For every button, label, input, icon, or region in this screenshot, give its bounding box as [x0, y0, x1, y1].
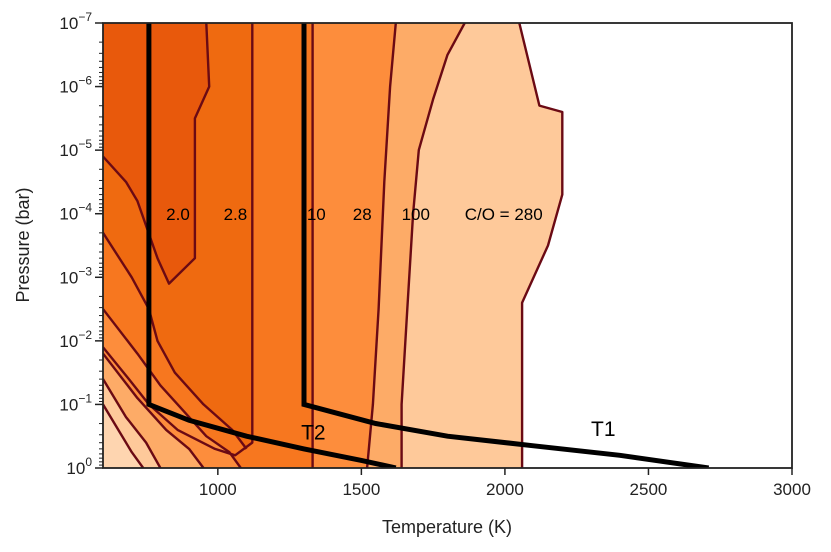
- contour-level-label-2: 28: [353, 205, 372, 224]
- contour-fills: [103, 23, 563, 468]
- pt-profile-t2: [146, 23, 397, 468]
- contour-line-9: [103, 378, 162, 468]
- contour-region-10: [103, 404, 144, 468]
- y-tick-label: 10−6: [59, 74, 92, 97]
- contour-line-8: [103, 352, 205, 468]
- pt-profile-label-t2: T2: [301, 421, 326, 444]
- y-tick-label: 100: [66, 455, 92, 478]
- y-tick-label: 10−3: [59, 264, 92, 287]
- x-tick-label: 1500: [342, 480, 380, 499]
- y-tick-label: 10−7: [59, 10, 92, 33]
- contour-line-7: [103, 308, 242, 468]
- pt-profile-t1: [301, 23, 710, 468]
- contour-line-10: [103, 403, 145, 468]
- contour-line-0: [518, 23, 564, 468]
- contour-labels: T1 T2 C/O = 280 100 28 10 2.8 2.0: [166, 205, 615, 444]
- contour-line-2: [365, 23, 397, 468]
- pt-profiles: [146, 23, 710, 468]
- contour-level-label-1: 100: [402, 205, 430, 224]
- x-axis-label: Temperature (K): [382, 517, 512, 537]
- contour-lines: [103, 23, 564, 468]
- contour-level-label-0: C/O = 280: [465, 205, 543, 224]
- contour-line-6: [103, 232, 248, 450]
- plot-frame: [102, 22, 793, 469]
- x-tick-label: 2000: [486, 480, 524, 499]
- contour-line-1: [400, 23, 466, 468]
- contour-level-label-5: 2.0: [166, 205, 190, 224]
- x-tick-label: 1000: [199, 480, 237, 499]
- y-tick-label: 10−2: [59, 328, 92, 351]
- contour-level-label-3: 10: [307, 205, 326, 224]
- y-tick-label: 10−1: [59, 391, 92, 414]
- contour-line-4: [103, 23, 254, 457]
- pt-profile-label-t1: T1: [591, 418, 616, 441]
- x-tick-label: 3000: [773, 480, 811, 499]
- contour-line-5: [103, 23, 211, 285]
- x-axis-ticks: 1000 1500 2000 2500 3000: [199, 468, 811, 499]
- y-tick-label: 10−5: [59, 137, 92, 160]
- contour-region-5: [103, 23, 210, 284]
- y-axis-ticks: 100 10−1 10−2 10−3 10−4 10−5 10−6 10−7: [59, 10, 103, 478]
- x-tick-label: 2500: [630, 480, 668, 499]
- y-tick-label: 10−4: [59, 201, 92, 224]
- y-axis-label: Pressure (bar): [13, 187, 33, 302]
- contour-level-label-4: 2.8: [224, 205, 248, 224]
